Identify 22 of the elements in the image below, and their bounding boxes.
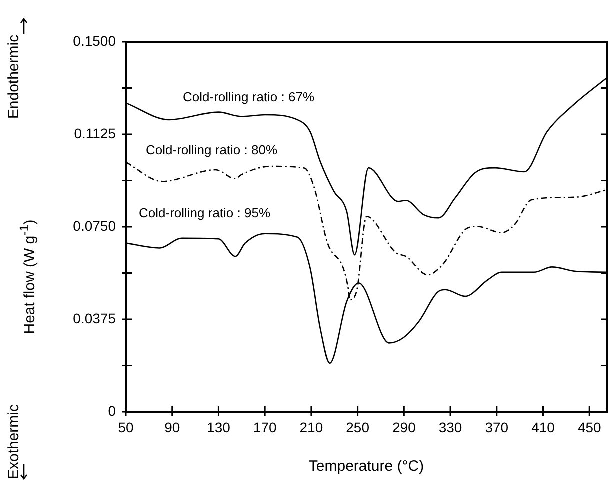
- y-tick-label: 0.0375: [73, 310, 116, 326]
- x-tick-label: 410: [532, 419, 556, 436]
- annotation: Cold-rolling ratio : 95%: [139, 206, 271, 221]
- text: Endothermic: [6, 34, 22, 120]
- y-tick-label: 0: [108, 402, 116, 419]
- x-tick-label: 130: [207, 419, 231, 436]
- x-tick-label: 330: [438, 419, 462, 436]
- x-tick-label: 290: [392, 419, 416, 436]
- x-tick-label: 250: [346, 419, 370, 436]
- annotation: Cold-rolling ratio : 80%: [146, 142, 278, 158]
- x-tick-label: 210: [300, 419, 324, 436]
- x-tick-label: 370: [485, 419, 509, 436]
- x-tick-label: 90: [164, 419, 180, 436]
- y-tick-label: 0.1500: [73, 32, 116, 49]
- y-tick-label: 0.1125: [74, 125, 116, 142]
- x-tick-label: 170: [253, 419, 277, 436]
- x-tick-label: 450: [578, 419, 602, 436]
- x-tick-label: 50: [118, 419, 134, 436]
- annotation: Cold-rolling ratio : 67%: [183, 90, 315, 105]
- text: Exothermic: [6, 404, 22, 480]
- x-axis-title: Temperature (°C): [308, 458, 424, 476]
- y-tick-label: 0.0750: [73, 218, 116, 234]
